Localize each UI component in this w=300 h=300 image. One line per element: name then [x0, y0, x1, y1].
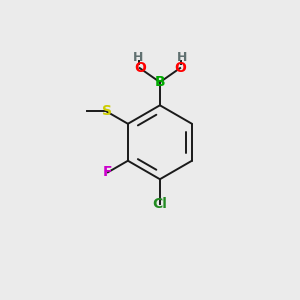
Text: H: H [133, 51, 143, 64]
Text: H: H [176, 51, 187, 64]
Text: B: B [154, 75, 165, 89]
Text: F: F [103, 165, 112, 179]
Text: O: O [134, 61, 146, 75]
Text: O: O [174, 61, 186, 75]
Text: S: S [102, 104, 112, 118]
Text: Cl: Cl [152, 197, 167, 211]
